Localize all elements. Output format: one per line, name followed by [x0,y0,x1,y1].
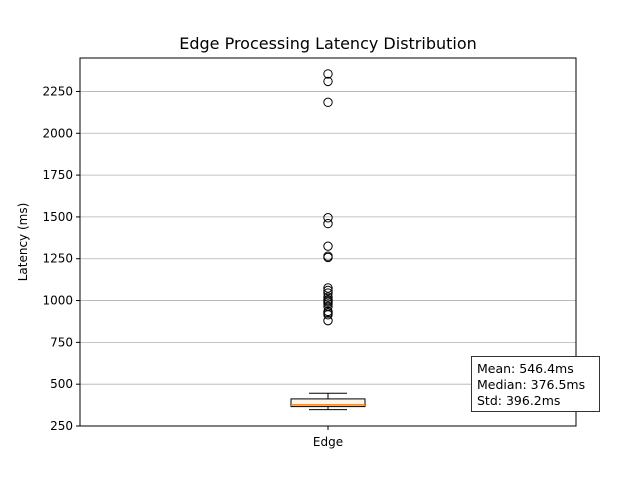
stats-annotation-box: Mean: 546.4ms Median: 376.5ms Std: 396.2… [471,356,600,412]
y-tick-label-500: 500 [50,377,73,391]
outlier-point-3 [323,213,333,223]
outlier-point-8 [323,283,333,293]
stat-mean: Mean: 546.4ms [477,361,574,376]
y-tick-label-250: 250 [50,419,73,433]
y-axis-ticks: 250 500 750 1000 1250 1500 1750 2000 2250 [42,84,80,433]
outlier-point-9 [323,285,333,296]
y-tick-label-1250: 1250 [42,252,73,266]
y-axis-label: Latency (ms) [16,203,30,282]
y-tick-label-1750: 1750 [42,168,73,182]
outlier-point-5 [323,241,333,251]
outlier-point-2 [323,97,333,108]
stat-median: Median: 376.5ms [477,377,586,392]
stat-std: Std: 396.2ms [477,393,561,408]
x-tick-label-Edge: Edge [313,435,343,449]
outlier-points [323,69,333,326]
outlier-point-0 [323,69,333,79]
y-tick-label-2250: 2250 [42,84,73,98]
y-tick-label-1000: 1000 [42,294,73,308]
x-axis-ticks: Edge [313,426,343,449]
outlier-point-19 [323,310,333,320]
y-tick-label-1500: 1500 [42,210,73,224]
iqr-box [290,398,366,408]
outlier-point-11 [323,292,333,302]
outlier-point-1 [323,76,333,87]
outlier-point-10 [323,288,333,298]
box-series-edge [290,392,366,411]
outlier-point-15 [323,299,333,309]
outlier-point-4 [323,218,333,229]
chart-title: Edge Processing Latency Distribution [179,34,477,53]
outlier-point-20 [323,315,333,326]
y-tick-label-2000: 2000 [42,126,73,140]
outlier-point-7 [323,252,333,263]
y-tick-label-750: 750 [50,335,73,349]
